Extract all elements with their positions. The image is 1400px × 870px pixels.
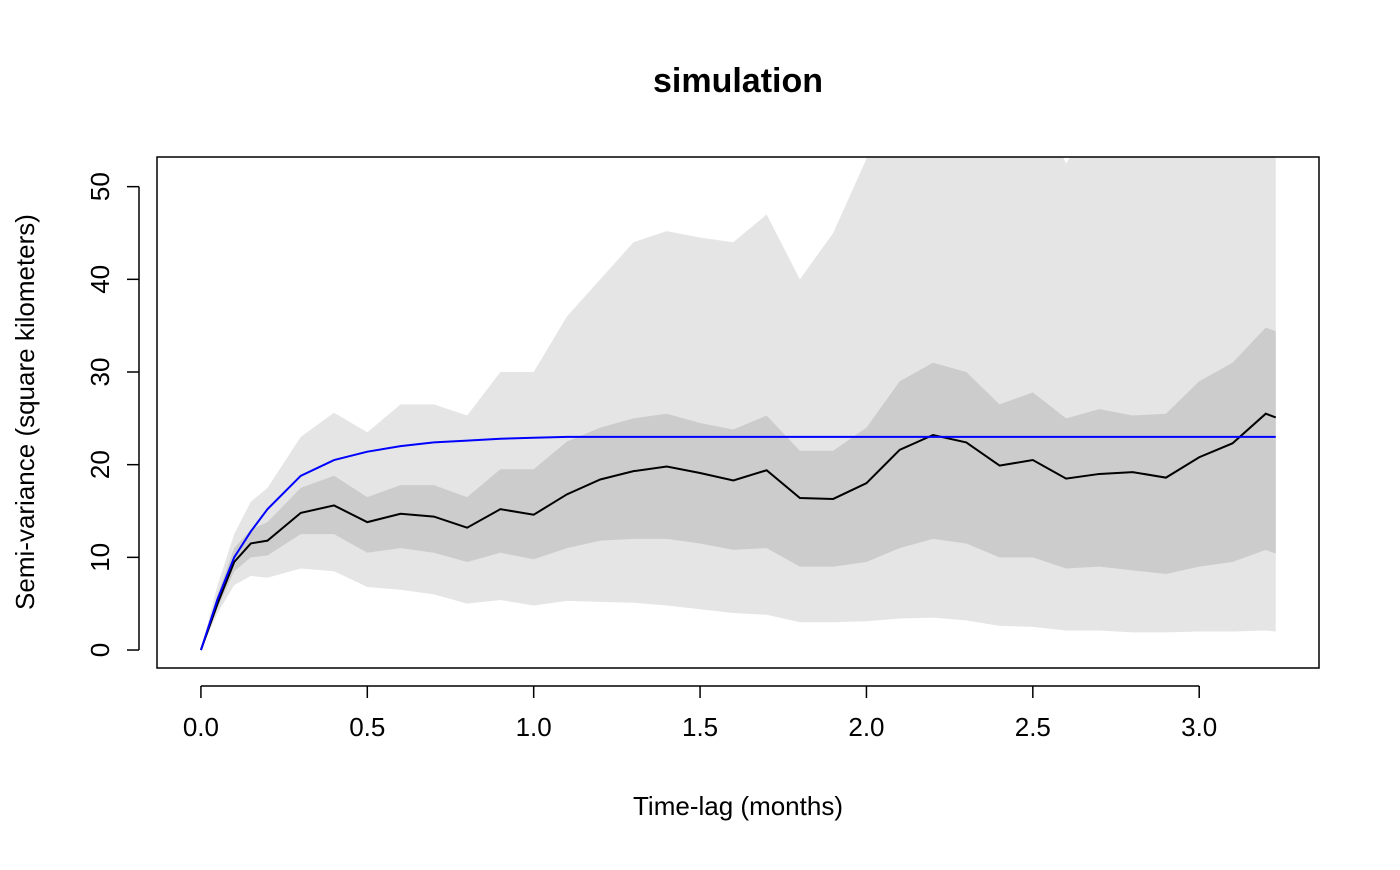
x-tick-label: 1.0 bbox=[516, 712, 552, 742]
x-axis-label: Time-lag (months) bbox=[633, 791, 843, 821]
x-tick-label: 2.5 bbox=[1015, 712, 1051, 742]
x-tick-label: 0.5 bbox=[349, 712, 385, 742]
chart-title: simulation bbox=[653, 62, 823, 100]
y-tick-label: 30 bbox=[85, 358, 115, 387]
x-tick-label: 0.0 bbox=[183, 712, 219, 742]
y-tick-label: 20 bbox=[85, 450, 115, 479]
plot-frame bbox=[156, 156, 1320, 669]
y-tick-label: 40 bbox=[85, 265, 115, 294]
y-axis-label: Semi-variance (square kilometers) bbox=[10, 214, 40, 610]
series-line bbox=[199, 412, 1277, 651]
x-tick-label: 1.5 bbox=[682, 712, 718, 742]
confidence-band bbox=[200, 327, 1276, 651]
x-tick-label: 3.0 bbox=[1181, 712, 1217, 742]
y-tick-label: 50 bbox=[85, 172, 115, 201]
x-tick-label: 2.0 bbox=[848, 712, 884, 742]
plot-area bbox=[199, 157, 1277, 651]
y-tick-label: 10 bbox=[85, 543, 115, 572]
y-tick-label: 0 bbox=[85, 643, 115, 657]
series-line bbox=[199, 435, 1276, 651]
